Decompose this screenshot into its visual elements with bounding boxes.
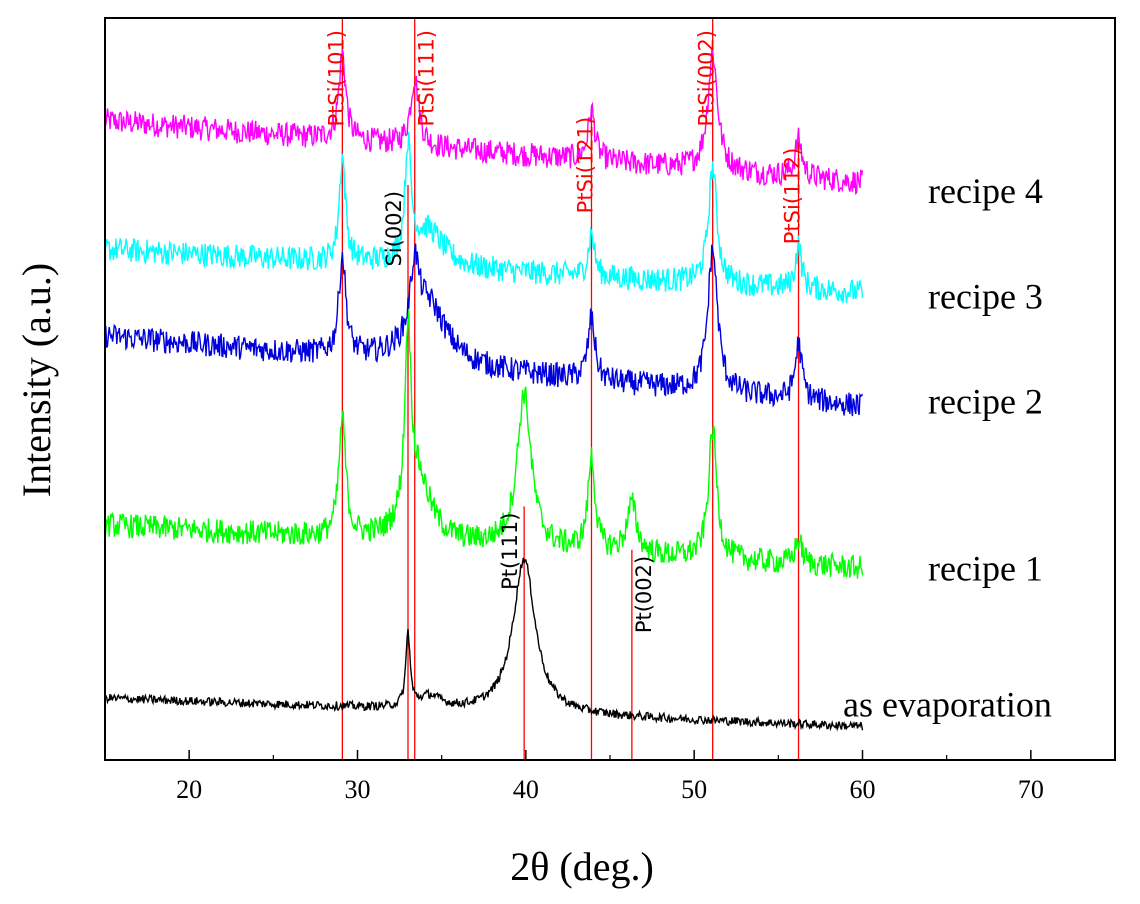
peak-label: PtSi(111) — [415, 30, 439, 127]
x-tick-label: 30 — [345, 775, 371, 804]
peak-label: Pt(002) — [632, 556, 656, 633]
series-labels: recipe 4 recipe 3 recipe 2 recipe 1 as evapo… — [843, 171, 1052, 724]
series-line — [104, 131, 864, 304]
peak-label: PtSi(101) — [324, 30, 348, 127]
peak-label: Pt(111) — [498, 513, 522, 590]
peak-label: PtSi(121) — [574, 117, 598, 214]
x-tick-label: 20 — [176, 775, 202, 804]
x-tick-label: 50 — [681, 775, 707, 804]
series-label: recipe 2 — [928, 381, 1043, 421]
series-label: recipe 4 — [928, 171, 1043, 211]
series-line — [104, 557, 864, 732]
peak-label: PtSi(002) — [695, 30, 719, 127]
series-line — [104, 243, 864, 417]
y-axis-label: Intensity (a.u.) — [14, 263, 59, 497]
peak-label: Si(002) — [382, 191, 406, 267]
x-tick-label: 70 — [1018, 775, 1044, 804]
series-label: recipe 1 — [928, 548, 1043, 588]
x-tick-label: 40 — [513, 775, 539, 804]
x-axis-ticks: 20 30 40 50 60 70 — [104, 750, 1116, 804]
x-tick-label: 60 — [850, 775, 876, 804]
peak-labels: PtSi(101) Si(002) PtSi(111) Pt(111) PtSi(121… — [324, 30, 804, 633]
series-line — [104, 309, 864, 579]
series-line — [104, 48, 864, 195]
plot-content — [104, 18, 864, 760]
series-label: recipe 3 — [928, 276, 1043, 316]
series-label: as evaporation — [843, 684, 1052, 724]
peak-label: PtSi(112) — [781, 148, 805, 245]
x-axis-label: 2θ (deg.) — [510, 844, 654, 889]
